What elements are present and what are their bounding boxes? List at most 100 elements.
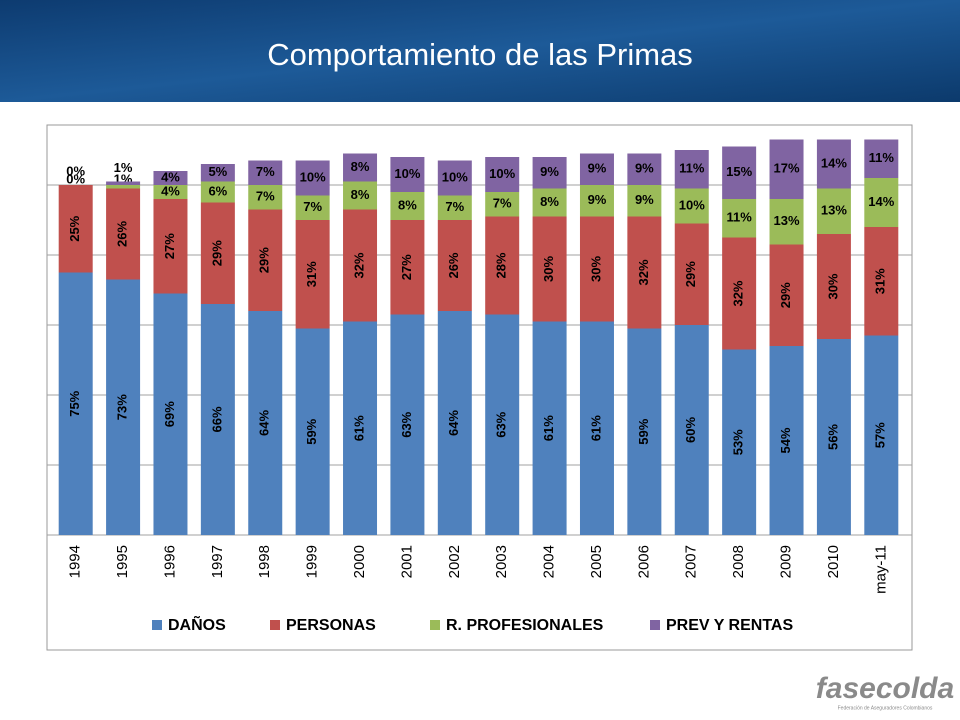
bar-segment	[485, 216, 520, 315]
bar-segment	[58, 272, 93, 535]
bar-segment	[485, 314, 520, 535]
value-label: 73%	[115, 394, 130, 420]
bar-segment	[674, 325, 709, 535]
value-label: 11%	[679, 161, 705, 176]
value-label: 27%	[162, 233, 177, 259]
bar-segment	[58, 185, 93, 273]
bar-segment	[343, 181, 378, 210]
bar-segment	[532, 188, 567, 217]
bar-segment	[106, 188, 141, 280]
value-label: 4%	[161, 169, 180, 184]
value-label: 30%	[588, 256, 603, 282]
bar-segment	[816, 188, 851, 234]
bar-segment	[816, 339, 851, 535]
x-tick-label: 1999	[304, 545, 321, 578]
value-label: 0%	[66, 163, 85, 178]
bar-segment	[864, 335, 899, 535]
slide-title: Comportamiento de las Primas	[267, 37, 693, 72]
value-label: 57%	[873, 422, 888, 448]
x-tick-label: 2003	[493, 545, 510, 578]
value-label: 10%	[394, 166, 420, 181]
bar-segment	[532, 157, 567, 189]
value-label: 61%	[351, 415, 366, 441]
bar-segment	[532, 216, 567, 322]
value-label: 8%	[540, 194, 559, 209]
bar-segment	[390, 192, 425, 220]
legend-label: DAÑOS	[168, 614, 226, 634]
bar-segment	[106, 181, 141, 185]
legend-label: PREV Y RENTAS	[666, 617, 793, 634]
bar-segment	[627, 185, 662, 217]
value-label: 63%	[399, 411, 414, 437]
bar-segment	[722, 349, 757, 535]
bar-segment	[343, 321, 378, 535]
value-label: 15%	[726, 164, 752, 179]
x-tick-label: 1997	[209, 545, 226, 578]
value-label: 11%	[726, 210, 752, 225]
value-label: 27%	[399, 254, 414, 280]
value-label: 53%	[731, 429, 746, 455]
value-label: 32%	[731, 280, 746, 306]
value-label: 29%	[209, 240, 224, 266]
bar-segment	[769, 139, 804, 199]
value-label: 64%	[257, 410, 272, 436]
value-label: 56%	[825, 424, 840, 450]
value-label: 31%	[873, 268, 888, 294]
bar-segment	[390, 314, 425, 535]
legend-label: R. PROFESIONALES	[446, 617, 604, 634]
bar-segment	[200, 181, 235, 203]
value-label: 30%	[825, 273, 840, 299]
value-label: 69%	[162, 401, 177, 427]
bar-segment	[864, 139, 899, 178]
bar-segment	[343, 209, 378, 322]
x-tick-label: 2008	[730, 545, 747, 578]
x-tick-label: 2000	[351, 545, 368, 578]
value-label: 7%	[303, 199, 322, 214]
bar-segment	[248, 185, 283, 210]
value-label: 1%	[114, 160, 133, 175]
value-label: 9%	[635, 192, 654, 207]
value-label: 10%	[300, 169, 326, 184]
value-label: 6%	[208, 183, 227, 198]
value-label: 75%	[67, 390, 82, 416]
bar-segment	[769, 244, 804, 346]
value-label: 25%	[67, 215, 82, 241]
legend-label: PERSONAS	[286, 617, 376, 634]
bar-segment	[295, 195, 330, 220]
value-label: 13%	[821, 203, 847, 218]
x-tick-label: may-11	[872, 545, 889, 594]
value-label: 17%	[774, 161, 800, 176]
value-label: 11%	[869, 150, 895, 165]
x-tick-label: 1995	[114, 545, 131, 578]
bar-segment	[295, 220, 330, 329]
bar-segment	[153, 199, 188, 294]
value-label: 5%	[208, 164, 227, 179]
value-label: 61%	[588, 415, 603, 441]
value-label: 26%	[115, 221, 130, 247]
x-tick-label: 2001	[398, 545, 415, 578]
bar-segment	[769, 346, 804, 535]
value-label: 7%	[256, 189, 275, 204]
chart-frame	[46, 124, 913, 651]
value-label: 66%	[209, 406, 224, 432]
value-label: 29%	[778, 282, 793, 308]
value-label: 10%	[442, 169, 468, 184]
legend-swatch	[152, 620, 162, 630]
value-label: 0%	[66, 171, 85, 186]
bar-segment	[295, 328, 330, 535]
value-label: 30%	[541, 256, 556, 282]
value-label: 8%	[398, 197, 417, 212]
value-label: 14%	[821, 155, 847, 170]
bar-segment	[200, 164, 235, 182]
bar-segment	[390, 220, 425, 315]
value-label: 9%	[588, 192, 607, 207]
x-tick-label: 2010	[825, 545, 842, 578]
value-label: 10%	[489, 166, 515, 181]
bar-segment	[627, 328, 662, 535]
bar-segment	[153, 171, 188, 185]
bar-segment	[722, 237, 757, 350]
value-label: 26%	[446, 252, 461, 278]
bar-segment	[295, 160, 330, 196]
logo-tagline: Federación de Aseguradores Colombianos	[838, 705, 933, 711]
bar-segment	[674, 150, 709, 189]
